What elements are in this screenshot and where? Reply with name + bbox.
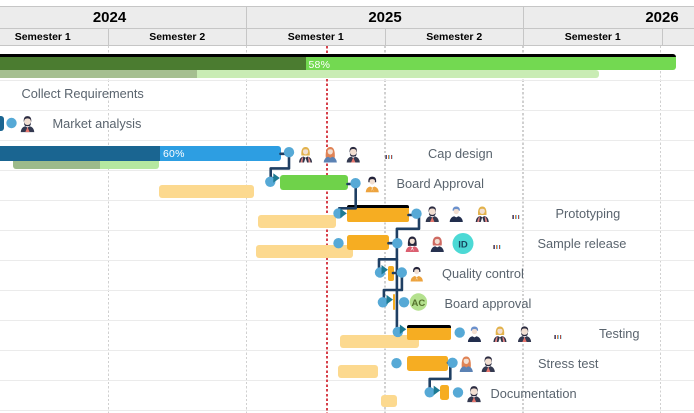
svg-text:AC: AC bbox=[412, 298, 426, 309]
svg-text:ID: ID bbox=[458, 240, 468, 251]
